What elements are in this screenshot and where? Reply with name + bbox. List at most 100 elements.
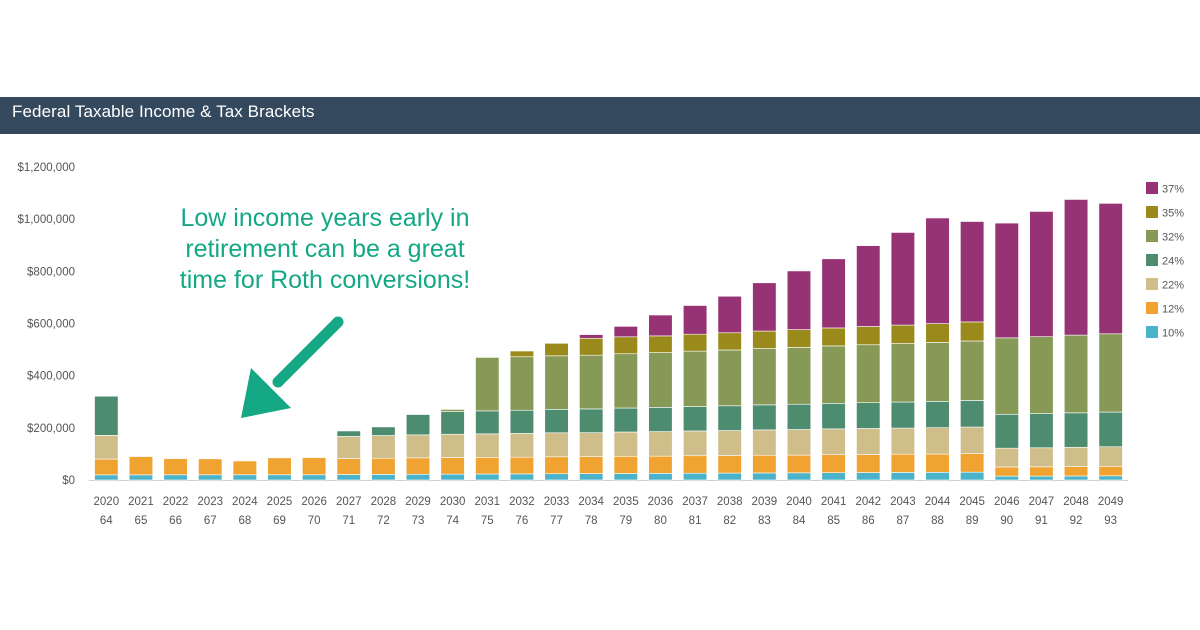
bar-segment-37pct	[1063, 199, 1089, 336]
bar-segment-35pct	[509, 350, 534, 358]
bar-segment-12pct	[475, 457, 500, 475]
y-tick-label: $200,000	[27, 423, 75, 435]
x-tick-year: 2024	[232, 496, 258, 508]
bar-segment-10pct	[1029, 475, 1054, 481]
bar-segment-32pct	[683, 350, 708, 407]
x-tick-age: 70	[308, 515, 321, 527]
x-tick-year: 2049	[1098, 496, 1124, 508]
x-tick-age: 88	[931, 515, 944, 527]
x-tick-age: 71	[342, 515, 355, 527]
x-tick-age: 72	[377, 515, 390, 527]
bar-segment-10pct	[994, 475, 1019, 481]
bar-segment-37pct	[717, 295, 742, 334]
chart-header-bar: Federal Taxable Income & Tax Brackets	[0, 97, 1200, 134]
bar-segment-24pct	[94, 395, 119, 436]
legend-swatch	[1146, 254, 1158, 266]
bar-segment-12pct	[994, 466, 1019, 477]
bar-segment-22pct	[94, 435, 119, 460]
bar-segment-10pct	[717, 472, 742, 481]
bar-segment-22pct	[648, 431, 673, 457]
x-tick-year: 2042	[855, 496, 881, 508]
bar-segment-12pct	[856, 454, 881, 473]
x-tick-age: 86	[862, 515, 875, 527]
bar-segment-12pct	[128, 456, 154, 476]
bar-segment-32pct	[994, 337, 1019, 415]
x-tick-year: 2028	[371, 496, 397, 508]
bar-segment-35pct	[648, 335, 673, 353]
legend-label: 22%	[1162, 280, 1184, 292]
bar-segment-12pct	[786, 454, 812, 474]
bar-segment-12pct	[1098, 466, 1123, 477]
x-tick-age: 81	[689, 515, 702, 527]
bar-segment-10pct	[440, 473, 465, 481]
bar-segment-22pct	[925, 427, 950, 455]
legend-label: 10%	[1162, 328, 1184, 340]
bar-segment-37pct	[1029, 211, 1054, 337]
x-tick-year: 2046	[994, 496, 1020, 508]
legend-swatch	[1146, 302, 1158, 314]
bar-segment-32pct	[509, 356, 534, 411]
bar-segment-24pct	[1098, 411, 1123, 448]
bar-segment-35pct	[683, 333, 708, 352]
x-tick-year: 2026	[301, 496, 327, 508]
bar-segment-22pct	[475, 433, 500, 458]
annotation: Low income years early in retirement can…	[180, 204, 470, 418]
bar-segment-24pct	[890, 401, 915, 429]
bar-segment-10pct	[683, 472, 708, 481]
x-tick-age: 73	[412, 515, 425, 527]
bar-segment-10pct	[613, 473, 638, 481]
bar-segment-37pct	[890, 232, 915, 326]
x-tick-year: 2043	[890, 496, 916, 508]
bar-segment-10pct	[371, 474, 396, 481]
bar-segment-10pct	[821, 472, 846, 481]
bar-segment-22pct	[579, 432, 604, 457]
x-tick-age: 75	[481, 515, 494, 527]
bar-segment-22pct	[717, 430, 742, 456]
bar-segment-35pct	[925, 323, 950, 343]
legend-swatch	[1146, 182, 1158, 194]
x-tick-year: 2029	[405, 496, 431, 508]
y-tick-label: $400,000	[27, 371, 75, 383]
bar-segment-22pct	[336, 436, 361, 459]
x-tick-age: 85	[827, 515, 840, 527]
bar-series	[94, 199, 1123, 481]
x-tick-age: 90	[1000, 515, 1013, 527]
x-tick-age: 67	[204, 515, 217, 527]
bar-segment-12pct	[232, 460, 257, 476]
bar-segment-12pct	[1029, 466, 1054, 477]
bar-segment-10pct	[890, 472, 915, 481]
x-tick-year: 2030	[440, 496, 466, 508]
bar-segment-24pct	[1029, 413, 1054, 449]
bar-segment-24pct	[994, 413, 1019, 449]
bar-segment-24pct	[925, 401, 950, 428]
bar-segment-12pct	[440, 457, 465, 475]
x-tick-age: 66	[169, 515, 182, 527]
x-tick-year: 2039	[752, 496, 778, 508]
bar-segment-37pct	[786, 270, 812, 330]
bar-segment-10pct	[925, 472, 950, 481]
bar-segment-35pct	[786, 329, 812, 348]
annotation-line-3: time for Roth conversions!	[180, 266, 470, 294]
bar-segment-22pct	[683, 430, 708, 457]
bar-segment-35pct	[544, 343, 569, 357]
bar-segment-12pct	[925, 453, 950, 473]
bar-segment-22pct	[613, 431, 638, 457]
bar-segment-22pct	[786, 429, 812, 456]
bar-segment-35pct	[579, 337, 604, 356]
bar-segment-22pct	[890, 427, 915, 455]
x-tick-age: 64	[100, 515, 113, 527]
bar-segment-10pct	[128, 474, 154, 481]
bar-segment-12pct	[960, 453, 985, 473]
bar-segment-35pct	[960, 321, 985, 342]
x-tick-year: 2025	[267, 496, 293, 508]
bar-segment-35pct	[752, 330, 777, 349]
x-tick-age: 91	[1035, 515, 1048, 527]
bar-segment-37pct	[579, 334, 604, 339]
bar-segment-12pct	[648, 455, 673, 474]
legend-label: 12%	[1162, 304, 1184, 316]
bar-segment-32pct	[1098, 333, 1123, 413]
bar-segment-35pct	[821, 327, 846, 347]
bar-segment-35pct	[890, 324, 915, 344]
bar-segment-12pct	[683, 455, 708, 474]
bar-segment-12pct	[509, 456, 534, 475]
